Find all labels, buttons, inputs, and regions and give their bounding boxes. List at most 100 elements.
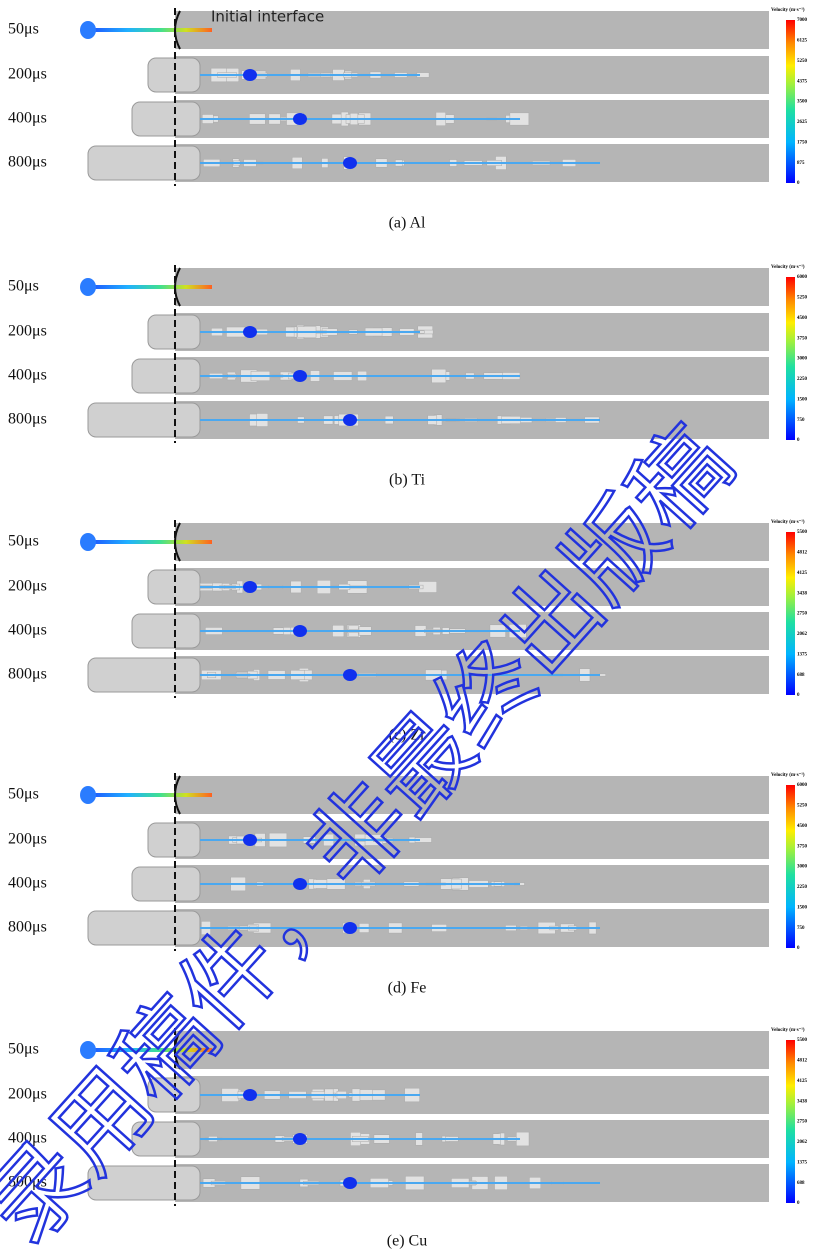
jet-slug bbox=[243, 326, 257, 338]
debris bbox=[599, 673, 606, 677]
colorbar-tick: 2250 bbox=[797, 377, 808, 382]
colorbar-tick: 7000 bbox=[797, 18, 808, 23]
time-label: 50μs bbox=[8, 278, 39, 295]
target-block bbox=[175, 11, 769, 49]
jet-head bbox=[80, 533, 96, 551]
projectile-body bbox=[87, 145, 201, 181]
jet-trail bbox=[200, 586, 420, 588]
jet-slug bbox=[343, 1177, 357, 1189]
jet-trail bbox=[200, 630, 520, 632]
time-label: 50μs bbox=[8, 533, 39, 550]
colorbar-tick: 0 bbox=[797, 1201, 800, 1206]
colorbar-tick: 4375 bbox=[797, 79, 808, 84]
colorbar-tick: 5500 bbox=[797, 1038, 808, 1043]
jet-trail bbox=[200, 1182, 600, 1184]
jet-slug bbox=[243, 834, 257, 846]
time-label: 400μs bbox=[8, 622, 47, 639]
jet-trail bbox=[200, 74, 420, 76]
jet-head bbox=[80, 21, 96, 39]
projectile-body bbox=[131, 866, 201, 902]
annotation: Initial interface bbox=[211, 8, 324, 26]
projectile-body bbox=[87, 910, 201, 946]
colorbar-tick: 1375 bbox=[797, 1160, 808, 1165]
jet-slug bbox=[343, 669, 357, 681]
caption: (c) Zr bbox=[389, 727, 427, 744]
colorbar-title: Velocity (m·s⁻¹) bbox=[771, 772, 805, 778]
colorbar-tick: 6125 bbox=[797, 39, 808, 44]
colorbar-tick: 5500 bbox=[797, 530, 808, 535]
jet bbox=[82, 540, 212, 544]
jet-head bbox=[80, 786, 96, 804]
colorbar-tick: 1375 bbox=[797, 652, 808, 657]
jet bbox=[82, 1048, 212, 1052]
panel: 50μs 200μs 400μs 800μs Velocity (m·s⁻¹) 7000 6… bbox=[8, 7, 808, 232]
jet-trail bbox=[200, 331, 420, 333]
colorbar-tick: 3750 bbox=[797, 844, 808, 849]
jet-trail bbox=[200, 375, 520, 377]
colorbar-tick: 750 bbox=[797, 926, 805, 931]
jet-trail bbox=[200, 419, 600, 421]
jet-slug bbox=[343, 157, 357, 169]
panel: 50μs 200μs 400μs 800μs Velocity (m·s⁻¹) 5500 4… bbox=[8, 519, 808, 744]
jet-slug bbox=[293, 370, 307, 382]
time-label: 200μs bbox=[8, 1086, 47, 1103]
colorbar bbox=[786, 785, 795, 948]
colorbar-tick: 4500 bbox=[797, 316, 808, 321]
colorbar-tick: 688 bbox=[797, 1181, 805, 1186]
jet bbox=[82, 793, 212, 797]
colorbar-tick: 0 bbox=[797, 438, 800, 443]
colorbar-tick: 5250 bbox=[797, 59, 808, 64]
colorbar-tick: 5250 bbox=[797, 804, 808, 809]
colorbar-tick: 3438 bbox=[797, 591, 808, 596]
time-label: 200μs bbox=[8, 323, 47, 340]
projectile-body bbox=[131, 358, 201, 394]
colorbar-title: Velocity (m·s⁻¹) bbox=[771, 7, 805, 13]
jet-trail bbox=[200, 883, 520, 885]
time-label: 400μs bbox=[8, 1130, 47, 1147]
time-label: 200μs bbox=[8, 66, 47, 83]
colorbar-tick: 4125 bbox=[797, 571, 808, 576]
jet-trail bbox=[200, 162, 600, 164]
jet bbox=[82, 285, 212, 289]
jet-slug bbox=[343, 922, 357, 934]
colorbar-tick: 3000 bbox=[797, 865, 808, 870]
colorbar-tick: 3000 bbox=[797, 357, 808, 362]
projectile-body bbox=[87, 657, 201, 693]
colorbar-tick: 1500 bbox=[797, 905, 808, 910]
colorbar-tick: 4812 bbox=[797, 1059, 808, 1064]
colorbar-tick: 3438 bbox=[797, 1099, 808, 1104]
caption: (a) Al bbox=[389, 215, 426, 232]
projectile-body bbox=[131, 613, 201, 649]
colorbar-title: Velocity (m·s⁻¹) bbox=[771, 264, 805, 270]
colorbar-tick: 2625 bbox=[797, 120, 808, 125]
time-label: 50μs bbox=[8, 786, 39, 803]
time-label: 800μs bbox=[8, 919, 47, 936]
projectile-body bbox=[131, 101, 201, 137]
jet-trail bbox=[200, 927, 600, 929]
colorbar bbox=[786, 20, 795, 183]
time-label: 400μs bbox=[8, 875, 47, 892]
panel: 50μs 200μs 400μs 800μs Velocity (m·s⁻¹) 5500 4… bbox=[8, 1027, 808, 1250]
time-label: 200μs bbox=[8, 578, 47, 595]
colorbar-tick: 0 bbox=[797, 181, 800, 186]
colorbar-tick: 875 bbox=[797, 161, 805, 166]
time-label: 200μs bbox=[8, 831, 47, 848]
time-label: 50μs bbox=[8, 21, 39, 38]
colorbar bbox=[786, 1040, 795, 1203]
jet-trail bbox=[200, 1138, 520, 1140]
jet-slug bbox=[293, 113, 307, 125]
jet-head bbox=[80, 1041, 96, 1059]
projectile-body bbox=[87, 402, 201, 438]
colorbar-tick: 6000 bbox=[797, 275, 808, 280]
panel: 50μs 200μs 400μs 800μs Velocity (m·s⁻¹) 6000 5… bbox=[8, 264, 808, 489]
jet-slug bbox=[293, 878, 307, 890]
colorbar-title: Velocity (m·s⁻¹) bbox=[771, 1027, 805, 1033]
colorbar-tick: 4125 bbox=[797, 1079, 808, 1084]
jet-slug bbox=[293, 625, 307, 637]
caption: (b) Ti bbox=[389, 472, 426, 489]
colorbar-tick: 2750 bbox=[797, 1120, 808, 1125]
jet-trail bbox=[200, 118, 520, 120]
time-label: 800μs bbox=[8, 154, 47, 171]
target-block bbox=[175, 776, 769, 814]
